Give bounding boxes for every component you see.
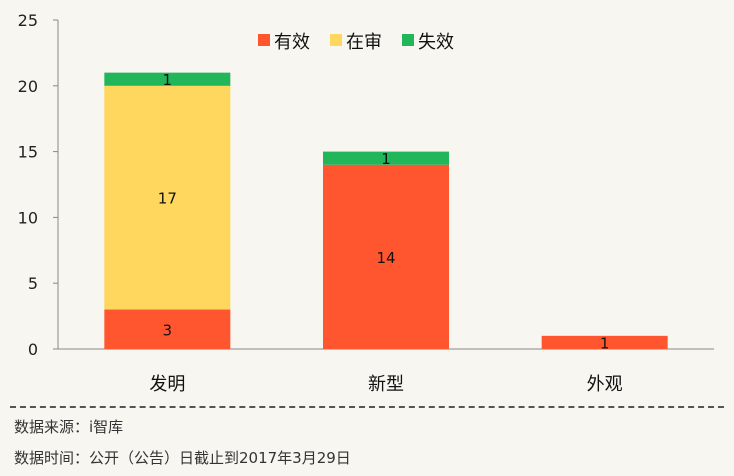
y-tick-label: 0 — [28, 340, 38, 359]
footer-divider — [10, 406, 724, 408]
legend-label: 失效 — [418, 32, 454, 53]
y-tick-label: 5 — [28, 274, 38, 293]
data-label: 3 — [163, 321, 173, 339]
data-date-note: 数据时间：公开（公告）日截止到2017年3月29日 — [14, 449, 351, 467]
data-label: 17 — [158, 190, 177, 208]
legend-swatch — [330, 34, 342, 46]
bar-segment — [541, 335, 668, 349]
legend: 有效 在审 失效 — [258, 32, 454, 53]
y-tick-label: 25 — [18, 11, 38, 30]
legend-swatch — [258, 34, 270, 46]
y-tick-label: 15 — [18, 143, 38, 162]
data-label: 14 — [376, 249, 395, 267]
category-label: 新型 — [368, 374, 404, 395]
data-label: 1 — [381, 150, 391, 168]
legend-swatch — [402, 34, 414, 46]
category-label: 外观 — [587, 374, 623, 395]
y-tick-label: 10 — [18, 208, 38, 227]
stacked-bar-chart: 0 5 10 15 20 25 3 17 1 14 1 1 发明 新型 外观 有效 在审 失效 — [18, 11, 714, 395]
data-labels: 3 17 1 14 1 1 — [158, 71, 610, 352]
x-axis-categories: 发明 新型 外观 — [149, 374, 622, 395]
bar-segment — [104, 309, 231, 349]
bars — [104, 72, 668, 349]
data-label: 1 — [163, 71, 173, 89]
y-tick-label: 20 — [18, 77, 38, 96]
bar-segment — [104, 72, 231, 86]
data-label: 1 — [600, 334, 610, 352]
data-source-note: 数据来源：i智库 — [14, 418, 124, 436]
legend-label: 在审 — [346, 32, 382, 53]
bar-segment — [323, 151, 449, 165]
legend-label: 有效 — [274, 32, 310, 53]
category-label: 发明 — [149, 374, 185, 395]
bar-segment — [323, 164, 449, 349]
bar-segment — [104, 85, 231, 310]
